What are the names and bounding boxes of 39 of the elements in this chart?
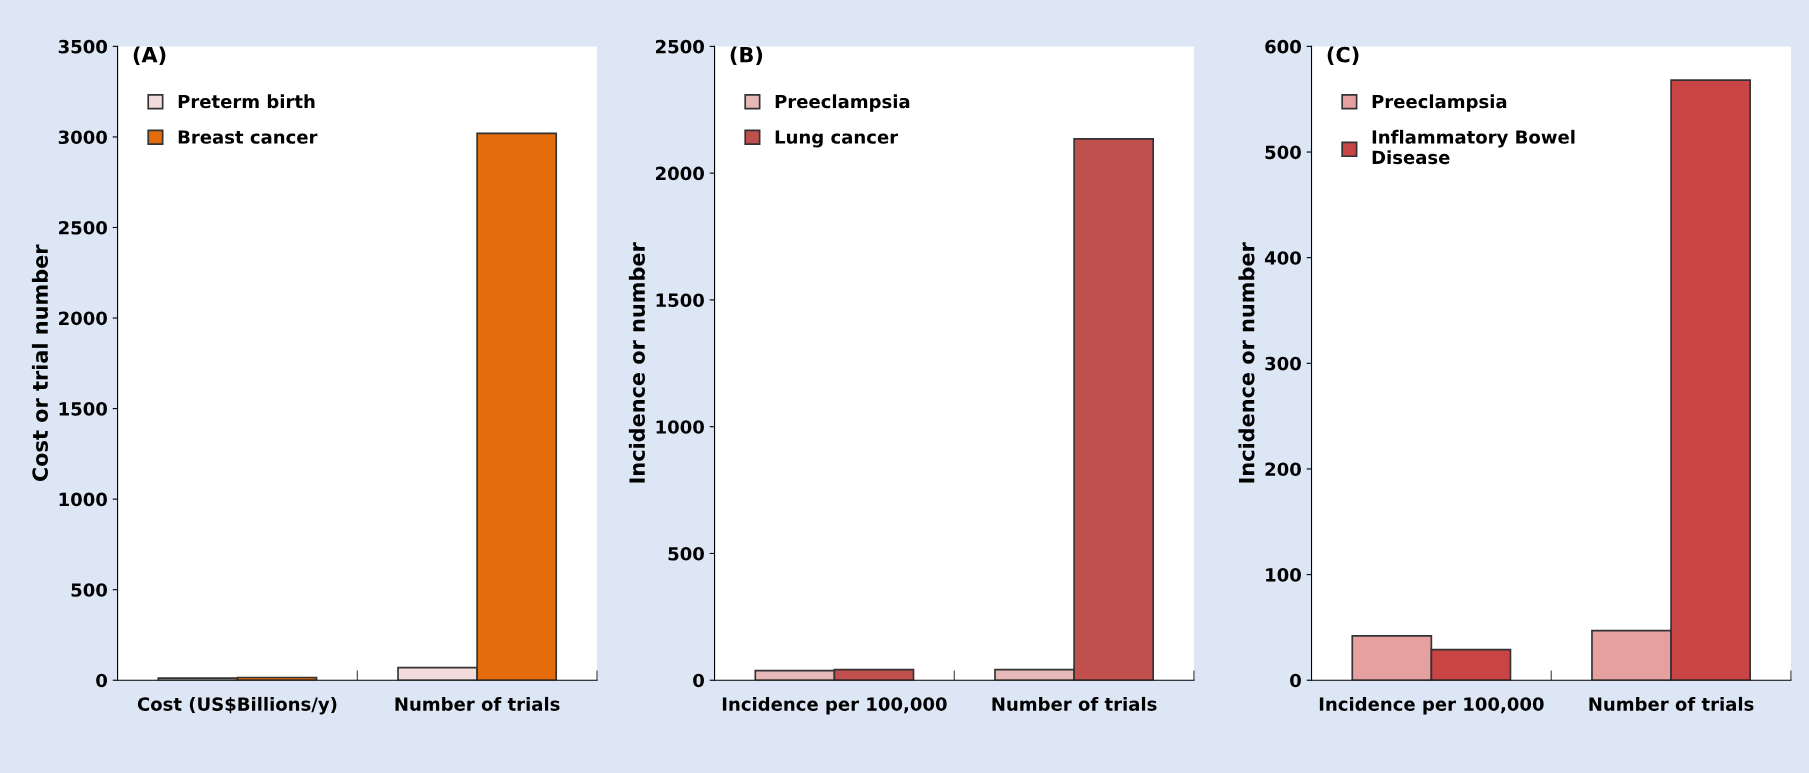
x-tick-label: Number of trials xyxy=(1589,696,1754,711)
y-tick-label: 2000 xyxy=(59,311,107,326)
y-tick-label: 1000 xyxy=(656,420,704,434)
y-tick-label: 3500 xyxy=(58,39,107,54)
y-tick-label: 1000 xyxy=(59,492,107,507)
y-tick-label: 0 xyxy=(96,673,107,688)
x-tick-label: Number of trials xyxy=(395,696,560,711)
x-tick-label: Number of trials xyxy=(992,696,1157,711)
y-axis-title: Incidence or number xyxy=(1238,242,1255,483)
y-tick-label: 500 xyxy=(668,546,704,561)
legend-label: Preterm birth xyxy=(178,94,315,109)
y-tick-label: 2000 xyxy=(656,166,704,181)
y-tick-label: 600 xyxy=(1265,39,1301,54)
chart-title: (A) xyxy=(133,46,166,65)
y-tick-label: 2500 xyxy=(656,39,704,54)
y-tick-label: 3000 xyxy=(58,130,107,145)
y-axis-title: Cost or trial number xyxy=(31,244,49,482)
y-tick-label: 400 xyxy=(1264,251,1301,265)
y-tick-label: 300 xyxy=(1265,356,1301,371)
y-tick-label: 100 xyxy=(1266,568,1301,582)
y-tick-label: 500 xyxy=(1265,145,1301,160)
legend-label: Preeclampsia xyxy=(775,94,910,112)
y-tick-label: 0 xyxy=(693,673,704,688)
legend-label: Breast cancer xyxy=(178,130,318,144)
legend-label: Preeclampsia xyxy=(1372,94,1507,112)
y-tick-label: 0 xyxy=(1290,673,1301,688)
legend-label: Inflammatory Bowel Disease xyxy=(1372,129,1575,165)
legend-label: Lung cancer xyxy=(775,130,899,148)
y-axis-title: Incidence or number xyxy=(628,242,645,483)
y-tick-label: 200 xyxy=(1265,462,1301,477)
y-tick-label: 2500 xyxy=(59,220,107,235)
y-tick-label: 1500 xyxy=(59,402,107,416)
chart-title: (C) xyxy=(1327,46,1359,65)
x-tick-label: Incidence per 100,000 xyxy=(722,696,947,715)
chart-title: (B) xyxy=(730,46,763,65)
y-tick-label: 500 xyxy=(71,583,107,597)
y-tick-label: 1500 xyxy=(656,293,704,308)
x-tick-label: Incidence per 100,000 xyxy=(1319,696,1544,715)
x-tick-label: Cost (US$Billions/y) xyxy=(137,696,337,715)
